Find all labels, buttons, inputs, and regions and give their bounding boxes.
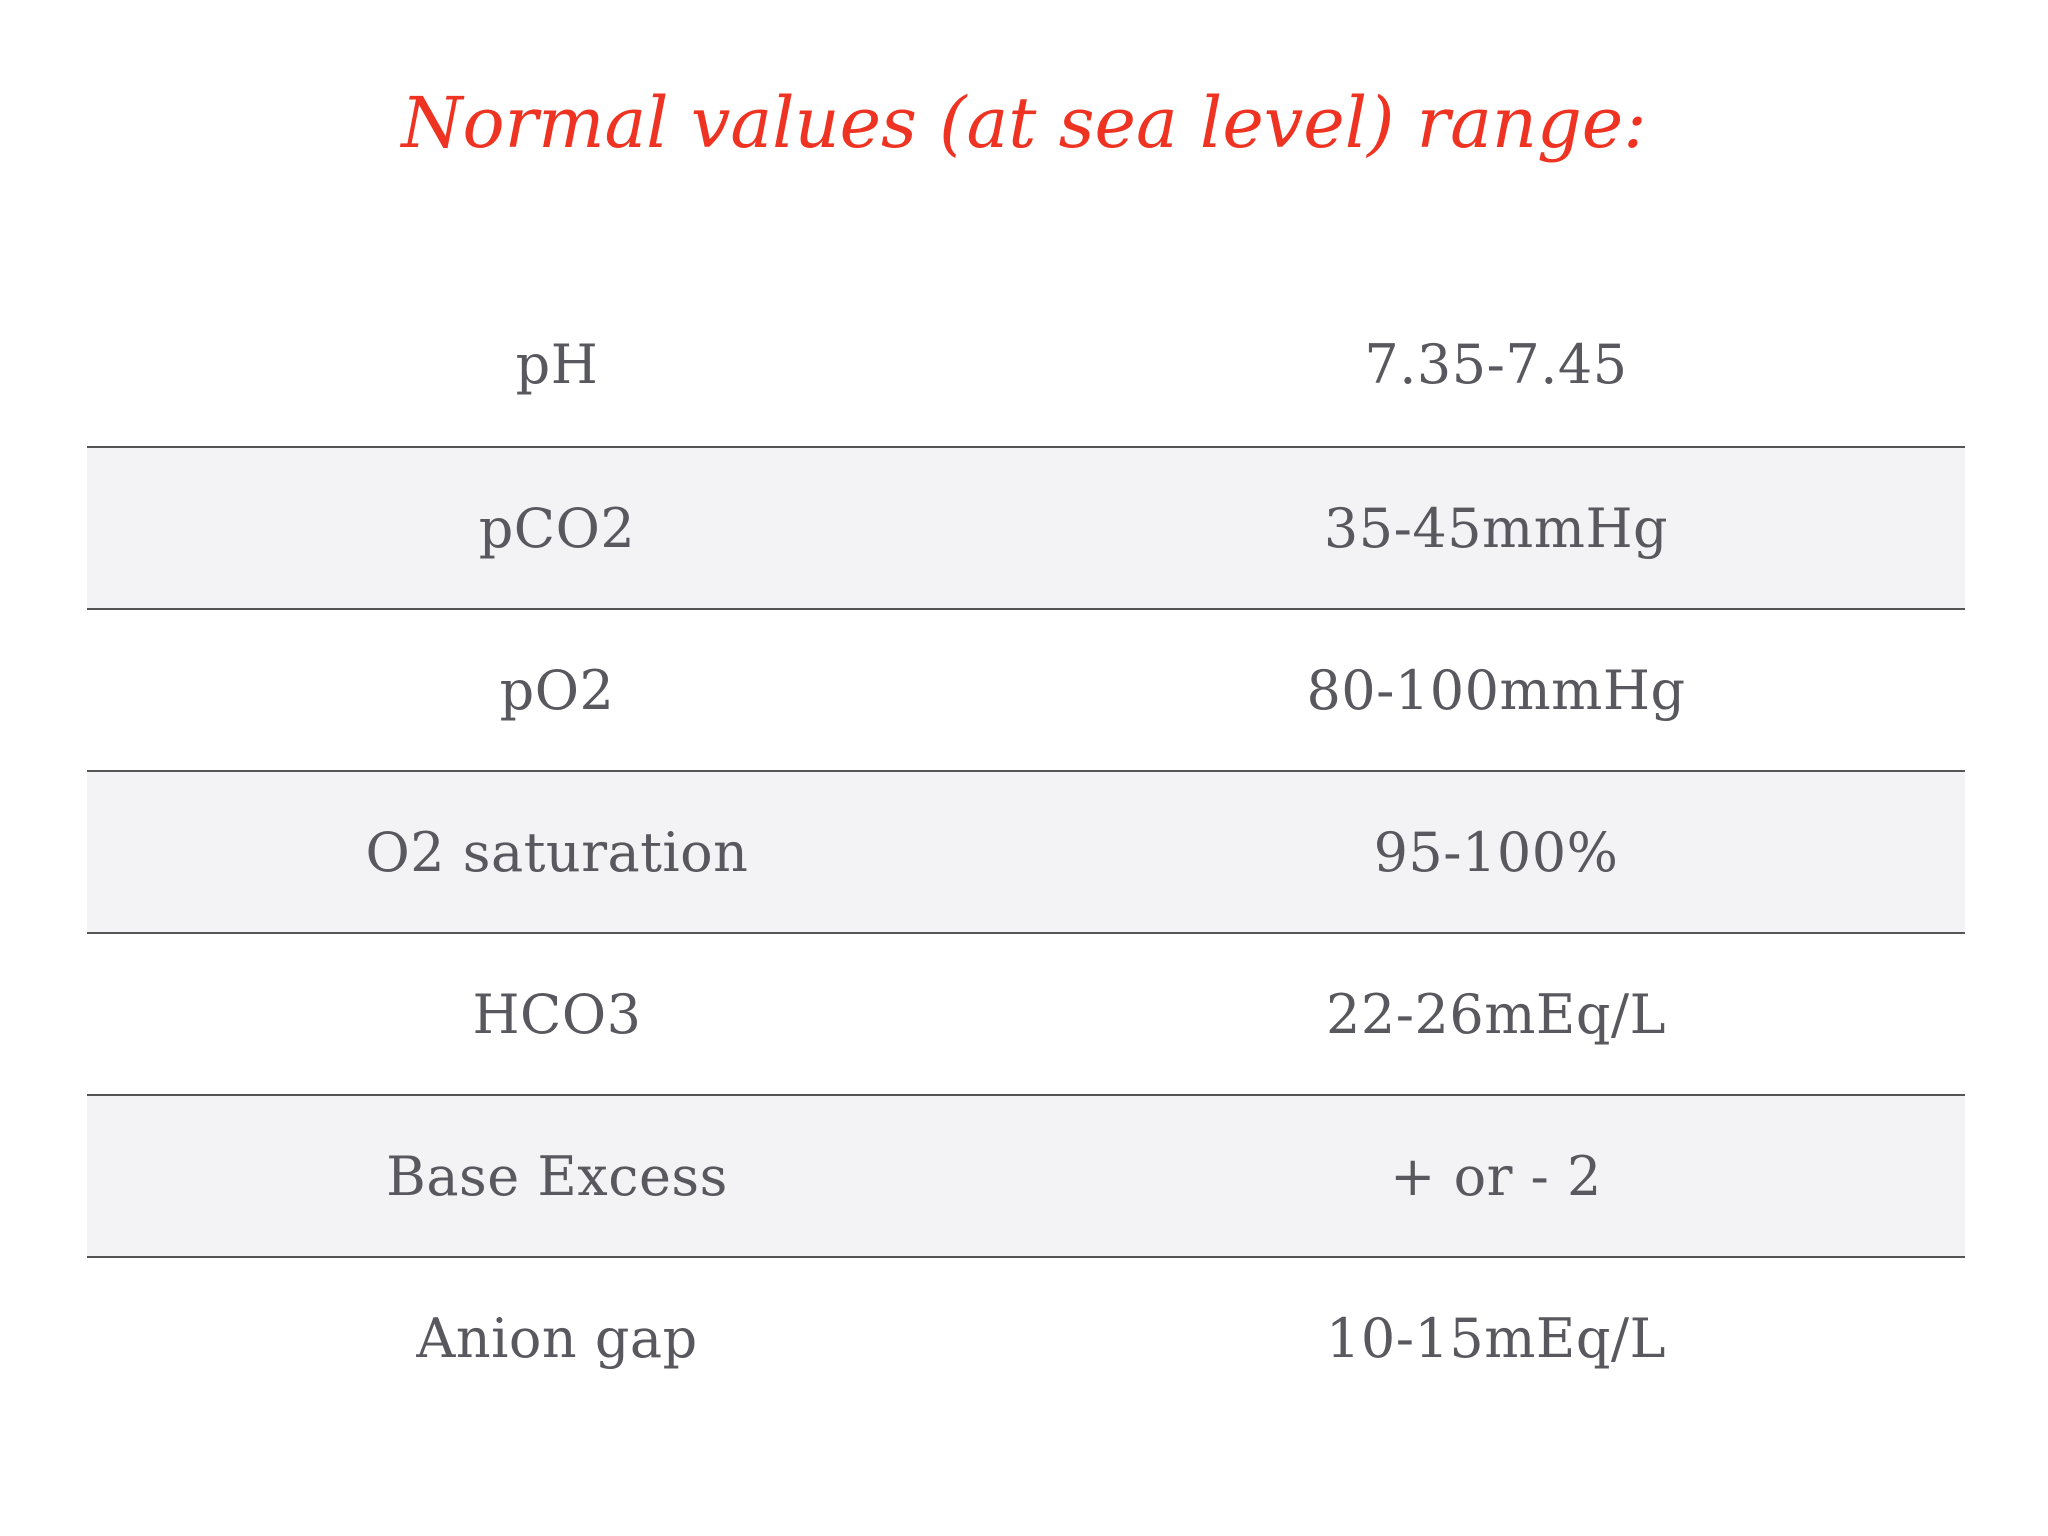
parameter-range: 22-26mEq/L [1326, 982, 1666, 1046]
parameter-range: 95-100% [1373, 820, 1619, 884]
table-row: HCO3 22-26mEq/L [87, 932, 1965, 1094]
parameter-name: pCO2 [478, 496, 636, 560]
table-row: Anion gap 10-15mEq/L [87, 1256, 1965, 1418]
parameter-name: pH [515, 333, 599, 396]
parameter-range: 35-45mmHg [1323, 496, 1669, 560]
page-title: Normal values (at sea level) range: [401, 82, 1647, 164]
parameter-range: + or - 2 [1390, 1144, 1602, 1208]
parameter-name: Base Excess [386, 1144, 728, 1208]
parameter-name: HCO3 [472, 982, 642, 1046]
table-row: Base Excess + or - 2 [87, 1094, 1965, 1256]
table-row: pO2 80-100mmHg [87, 608, 1965, 770]
normal-values-table: pH 7.35-7.45 pCO2 35-45mmHg pO2 80-100mm… [87, 283, 1965, 1418]
parameter-name: Anion gap [416, 1306, 698, 1370]
parameter-range: 80-100mmHg [1306, 658, 1686, 722]
table-row: pCO2 35-45mmHg [87, 446, 1965, 608]
parameter-name: pO2 [499, 658, 615, 722]
table-row: pH 7.35-7.45 [87, 283, 1965, 446]
table-row: O2 saturation 95-100% [87, 770, 1965, 932]
parameter-range: 7.35-7.45 [1364, 333, 1628, 396]
parameter-name: O2 saturation [365, 820, 749, 884]
parameter-range: 10-15mEq/L [1326, 1306, 1666, 1370]
